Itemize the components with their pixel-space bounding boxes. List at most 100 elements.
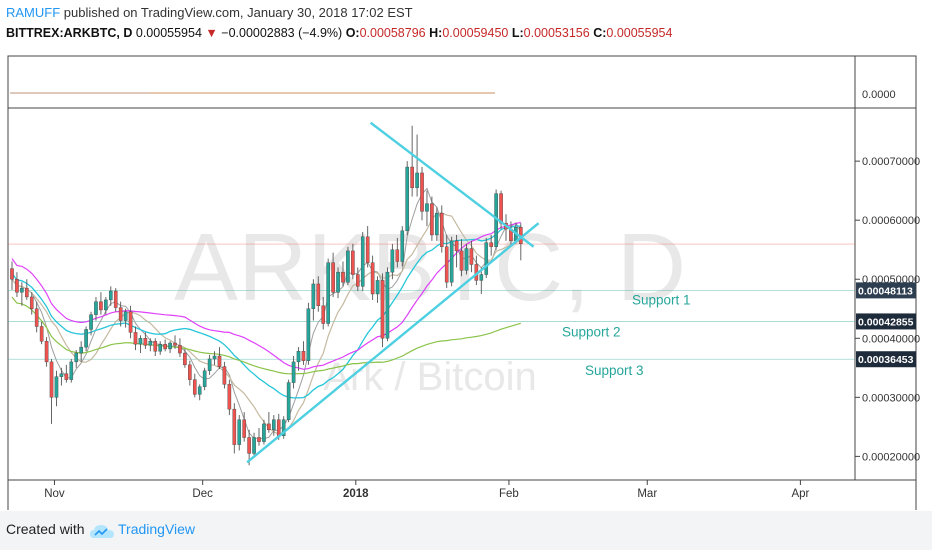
candle [356, 267, 360, 292]
candle-body [148, 341, 153, 346]
candle [232, 403, 237, 454]
candle [346, 246, 350, 286]
candle [336, 267, 340, 299]
candle [118, 301, 123, 327]
symbol-label[interactable]: BITTREX:ARKBTC, D [6, 26, 133, 40]
candle [375, 276, 380, 303]
candle-body [385, 271, 390, 339]
candle [341, 261, 345, 287]
ma-green-line [11, 296, 521, 375]
candle-body [133, 332, 138, 345]
candle-body [454, 240, 459, 252]
candle-body [410, 166, 414, 188]
candle-body [405, 166, 410, 232]
candle [286, 379, 291, 423]
low-value: 0.00053156 [523, 26, 590, 40]
watermark-symbol: ARKBTC, D [174, 214, 686, 321]
candle [163, 339, 167, 352]
price-tick-label: 0.00060000 [862, 215, 920, 227]
candle [44, 337, 49, 367]
candle [64, 364, 69, 383]
candle [158, 341, 163, 355]
candle [272, 415, 276, 436]
candle-body [168, 342, 172, 350]
candle [454, 234, 459, 268]
candle-body [380, 280, 385, 339]
candle [69, 358, 74, 383]
candle-body [262, 423, 266, 442]
candle [212, 351, 217, 365]
candle [29, 292, 34, 315]
time-tick-label: Feb [499, 488, 519, 500]
candle-body [202, 370, 207, 387]
candle-body [207, 358, 212, 371]
ma-magenta-line [11, 221, 521, 370]
candle [425, 190, 429, 227]
candle-body [420, 172, 424, 212]
candle-body [178, 345, 182, 354]
created-with-text: Created with [6, 521, 85, 537]
candle [39, 321, 44, 345]
support-axis-badge: 0.00042855 [856, 313, 916, 330]
candle [84, 326, 88, 352]
candle [15, 272, 19, 297]
tradingview-cloud-icon[interactable] [90, 524, 114, 540]
candle-body [439, 212, 444, 247]
candle [262, 419, 266, 445]
grid-layer [8, 243, 855, 360]
candle-body [464, 248, 469, 271]
time-tick-label: Nov [44, 488, 65, 500]
candle-body [74, 352, 79, 363]
candle-body [158, 343, 163, 352]
candle-body [25, 287, 29, 298]
candle-body [257, 437, 261, 442]
wedge-trendline [246, 222, 540, 464]
candle [207, 354, 212, 375]
candle [227, 379, 232, 416]
candle [20, 282, 24, 306]
candle-body [163, 343, 167, 350]
candle-body [197, 386, 202, 395]
candle [237, 415, 242, 451]
candle [143, 332, 148, 349]
candle [59, 367, 64, 386]
price-tick-label: 0.00040000 [862, 333, 920, 345]
candle [306, 302, 311, 365]
candle-body [252, 437, 256, 454]
candle [395, 237, 400, 268]
candle [123, 308, 128, 328]
candle-body [59, 373, 64, 377]
candle [173, 335, 177, 349]
candle-body [15, 279, 19, 293]
candle-body [356, 274, 360, 287]
tradingview-link[interactable]: TradingView [118, 521, 196, 537]
price-tick-label: 0.00020000 [862, 451, 920, 463]
watermark-name: Ark / Bitcoin [323, 355, 536, 399]
candle-body [69, 361, 74, 380]
time-tick-label: Mar [637, 488, 657, 500]
candle-body [39, 326, 44, 342]
candle [197, 384, 202, 401]
support-label: Support 1 [632, 292, 691, 307]
candle-body [227, 384, 232, 410]
candle [79, 341, 83, 362]
candle-body [286, 382, 291, 420]
candle-body [435, 212, 439, 236]
candle-body [489, 242, 493, 247]
candle-body [326, 262, 330, 324]
price-chart[interactable]: 0.0000 ARKBTC, D Ark / Bitcoin Support 1… [0, 50, 932, 510]
open-value: 0.00058796 [359, 26, 426, 40]
candle [415, 134, 419, 197]
candle-body [291, 361, 296, 383]
candle-body [306, 308, 311, 361]
author-link[interactable]: RAMUFF [6, 5, 61, 20]
candle-body [89, 314, 93, 330]
candle [192, 373, 197, 398]
candle-body [94, 301, 98, 315]
candle [202, 367, 207, 391]
candle [351, 243, 355, 280]
candle-body [118, 307, 123, 321]
candle [296, 347, 301, 371]
candle [257, 428, 261, 446]
candle [178, 338, 182, 358]
